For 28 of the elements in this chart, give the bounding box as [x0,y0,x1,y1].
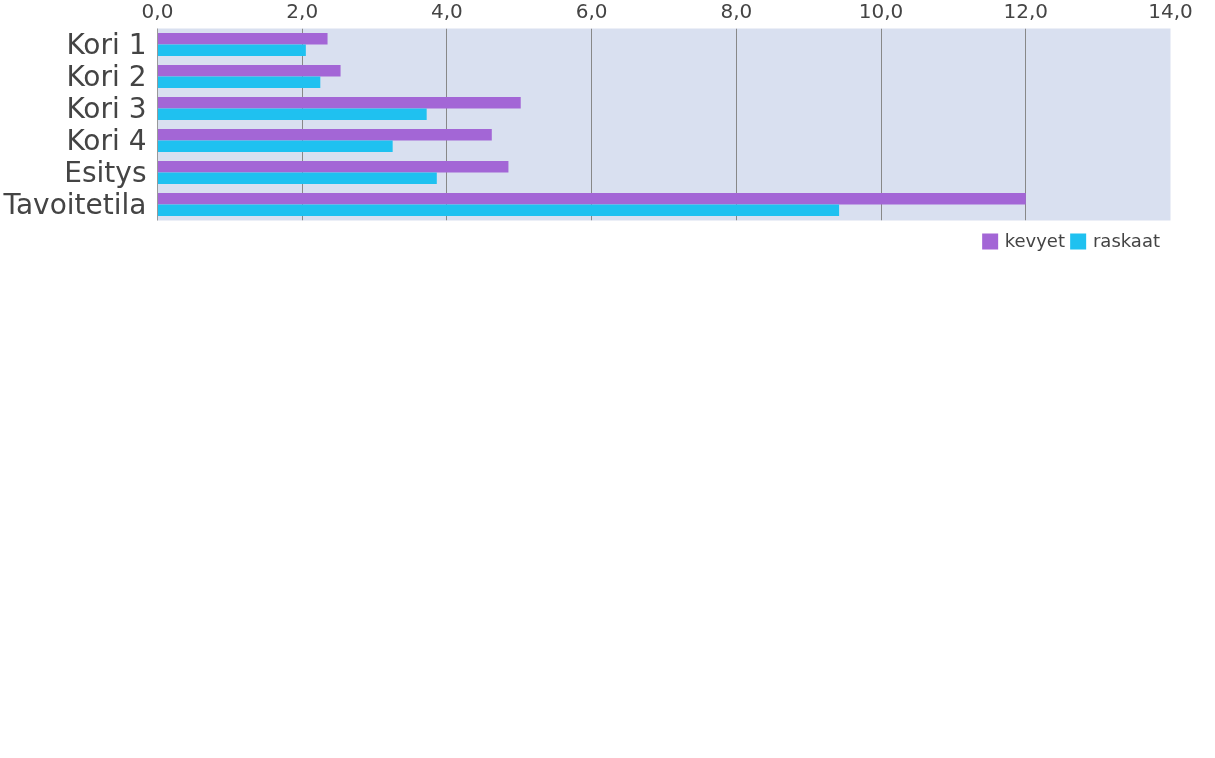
x-tick-label: 0,0 [141,0,174,23]
legend-label: raskaat [1092,230,1160,251]
y-tick-label: Tavoitetila [2,188,147,221]
bar [157,192,1026,205]
bar [157,128,492,141]
bar [157,140,393,153]
y-tick-label: Esitys [64,156,147,189]
bar [157,204,840,217]
x-tick-label: 2,0 [286,0,319,23]
bar [157,96,521,109]
bar [157,160,509,173]
y-tick-label: Kori 2 [66,60,147,93]
x-tick-label: 14,0 [1148,0,1193,23]
x-tick-label: 6,0 [575,0,608,23]
bar [157,76,321,89]
y-tick-label: Kori 3 [66,92,147,125]
y-tick-label: Kori 4 [66,124,147,157]
bar [157,44,306,57]
bar [157,32,328,45]
bar [157,172,437,185]
x-tick-label: 12,0 [1003,0,1049,23]
x-tick-label: 4,0 [431,0,463,23]
y-tick-label: Kori 1 [66,28,147,61]
x-tick-label: 8,0 [720,0,753,23]
bar [157,64,341,77]
bar [157,108,427,121]
legend-label: kevyet [1004,230,1065,251]
x-tick-label: 10,0 [858,0,904,23]
